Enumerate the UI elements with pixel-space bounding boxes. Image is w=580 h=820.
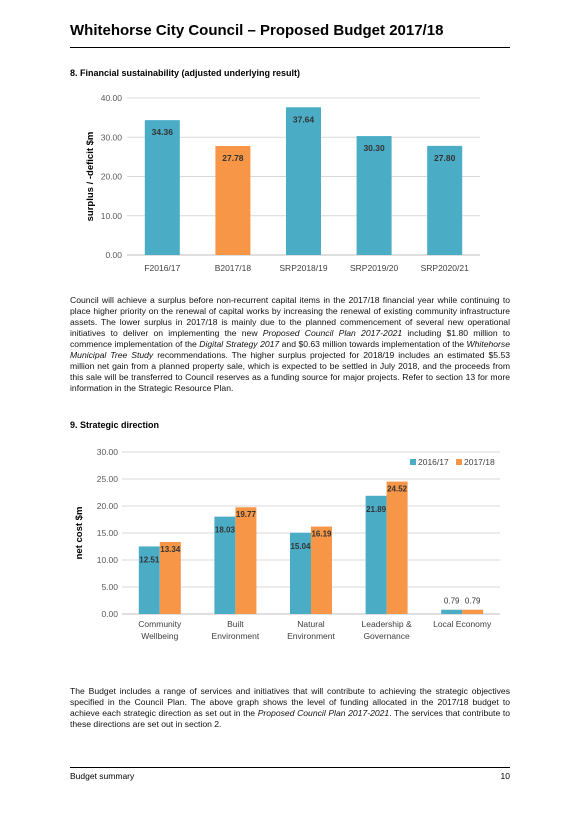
y-tick-label: 40.00 xyxy=(101,93,123,103)
data-label: 0.79 xyxy=(444,597,460,606)
section-8-paragraph: Council will achieve a surplus before no… xyxy=(70,295,510,394)
page-title: Whitehorse City Council – Proposed Budge… xyxy=(70,22,444,39)
x-tick-label: SRP2020/21 xyxy=(421,263,469,273)
y-axis-label: surplus / -deficit $m xyxy=(85,132,96,222)
bar xyxy=(215,145,251,255)
section-9-heading: 9. Strategic direction xyxy=(70,420,160,430)
bar-2016/17 xyxy=(138,546,160,614)
financial-sustainability-chart: 0.00 10.00 20.00 30.00 40.00 34.36 F2016/17 27.… xyxy=(85,93,480,273)
x-tick-label: Built xyxy=(227,619,244,629)
bar xyxy=(144,120,180,256)
bar-2017/18 xyxy=(311,526,332,614)
x-tick-label: Environment xyxy=(287,631,335,641)
x-tick-label: Natural xyxy=(297,619,325,629)
legend-swatch xyxy=(410,459,416,465)
y-tick-label: 15.00 xyxy=(97,528,119,538)
bar-2017/18 xyxy=(386,481,408,614)
y-tick-label: 5.00 xyxy=(101,582,118,592)
bar-2016/17 xyxy=(441,609,463,614)
footer-label: Budget summary xyxy=(70,771,135,781)
title-divider xyxy=(70,47,510,48)
text-run: and $0.63 million towards implementation… xyxy=(279,339,467,349)
x-tick-label: Wellbeing xyxy=(141,631,178,641)
y-tick-label: 20.00 xyxy=(101,172,123,182)
bar-2017/18 xyxy=(159,541,181,614)
data-label: 27.78 xyxy=(222,153,244,163)
footer-divider xyxy=(70,767,510,768)
data-label: 34.36 xyxy=(152,127,174,137)
x-tick-label: B2017/18 xyxy=(215,263,252,273)
x-tick-label: Leadership & xyxy=(362,619,412,629)
data-label: 12.51 xyxy=(139,555,160,564)
y-tick-label: 10.00 xyxy=(101,211,123,221)
bar xyxy=(427,145,463,255)
x-tick-label: Community xyxy=(138,619,182,629)
bar-2017/18 xyxy=(462,609,484,614)
x-tick-label: SRP2018/19 xyxy=(279,263,327,273)
data-label: 15.04 xyxy=(290,542,311,551)
x-tick-label: Local Economy xyxy=(433,619,492,629)
text-run: Council will achieve a surplus before no… xyxy=(70,295,510,338)
text-run: including $1.80 million to commence impl… xyxy=(70,328,510,349)
y-axis-label: net cost $m xyxy=(74,507,85,560)
legend-swatch xyxy=(456,459,462,465)
y-tick-label: 30.00 xyxy=(97,447,119,457)
x-tick-label: Governance xyxy=(363,631,410,641)
italic-text-run: Digital Strategy 2017 xyxy=(199,339,280,349)
x-tick-label: Environment xyxy=(212,631,260,641)
y-tick-label: 30.00 xyxy=(101,132,123,142)
y-tick-label: 20.00 xyxy=(97,501,119,511)
data-label: 19.77 xyxy=(236,510,257,519)
y-tick-label: 0.00 xyxy=(105,250,122,260)
y-tick-label: 0.00 xyxy=(101,609,118,619)
page-number: 10 xyxy=(500,771,510,781)
x-tick-label: F2016/17 xyxy=(144,263,180,273)
section-8-heading: 8. Financial sustainability (adjusted un… xyxy=(70,68,301,78)
data-label: 24.52 xyxy=(387,485,408,494)
text-run: . The services that contribute to these … xyxy=(70,708,510,729)
bar xyxy=(356,136,392,255)
x-tick-label: SRP2019/20 xyxy=(350,263,398,273)
y-tick-label: 25.00 xyxy=(97,474,119,484)
bar-2016/17 xyxy=(214,516,236,614)
y-tick-label: 10.00 xyxy=(97,555,119,565)
text-run: The Budget includes a range of services … xyxy=(70,686,510,718)
legend-label: 2016/17 xyxy=(418,457,449,467)
strategic-direction-chart: 0.00 5.00 10.00 15.00 20.00 25.00 30.00 12.5113… xyxy=(74,447,500,641)
data-label: 21.89 xyxy=(366,505,387,514)
data-label: 0.79 xyxy=(465,597,481,606)
data-label: 30.30 xyxy=(363,143,385,153)
data-label: 13.34 xyxy=(160,545,181,554)
data-label: 18.03 xyxy=(215,526,236,535)
text-run: recommendations. The higher surplus proj… xyxy=(70,350,511,393)
italic-text-run: Proposed Council Plan 2017-2021 xyxy=(257,708,390,718)
bar-2016/17 xyxy=(290,532,311,614)
data-label: 37.64 xyxy=(293,114,315,124)
italic-text-run: Proposed Council Plan 2017-2021 xyxy=(262,328,403,338)
data-label: 16.19 xyxy=(311,530,332,539)
italic-text-run: Whitehorse Municipal Tree Study xyxy=(70,339,510,360)
section-9-paragraph: The Budget includes a range of services … xyxy=(70,686,510,730)
data-label: 27.80 xyxy=(434,153,456,163)
bar xyxy=(286,107,321,255)
legend-label: 2017/18 xyxy=(464,457,495,467)
bar-2017/18 xyxy=(235,507,257,614)
bar-2016/17 xyxy=(365,495,387,614)
